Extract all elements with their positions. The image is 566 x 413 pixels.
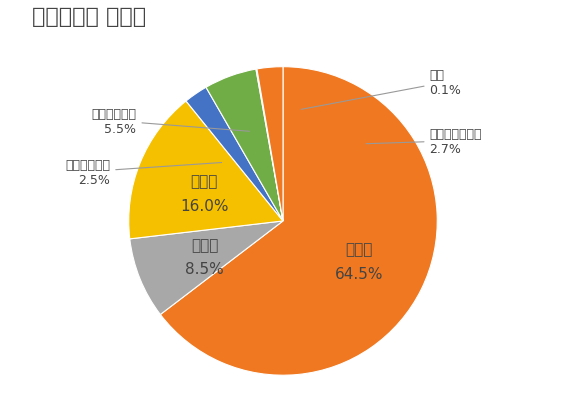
Title: 就職先企業 地域別: 就職先企業 地域別 [32,7,145,27]
Text: 16.0%: 16.0% [180,198,228,213]
Text: 関東計: 関東計 [345,242,373,257]
Text: 不明
0.1%: 不明 0.1% [301,69,461,110]
Wedge shape [130,221,283,315]
Text: 64.5%: 64.5% [335,266,383,282]
Wedge shape [186,88,283,221]
Text: 近畑計: 近畑計 [190,173,218,188]
Wedge shape [206,70,283,221]
Text: 北海道・東北計
2.7%: 北海道・東北計 2.7% [366,128,482,155]
Wedge shape [128,102,283,239]
Wedge shape [160,67,438,375]
Wedge shape [257,67,283,221]
Text: 中部計: 中部計 [191,237,218,252]
Text: 九州・沖縄計
5.5%: 九州・沖縄計 5.5% [92,107,250,135]
Wedge shape [256,70,283,221]
Text: 8.5%: 8.5% [185,262,224,277]
Text: 中国・四国計
2.5%: 中国・四国計 2.5% [65,158,222,186]
